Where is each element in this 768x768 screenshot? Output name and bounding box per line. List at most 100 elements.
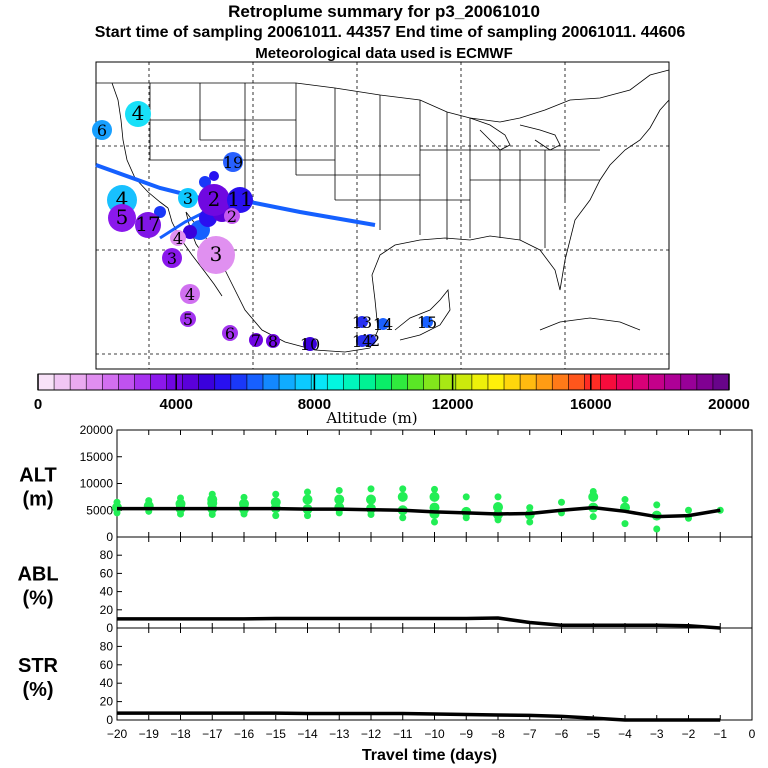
colorbar-cell <box>584 374 601 390</box>
alt-scatter-point <box>397 491 408 502</box>
alt-scatter-point <box>621 520 629 528</box>
x-tick-label: −12 <box>361 727 382 741</box>
colorbar-tick-label: 8000 <box>298 396 331 413</box>
sampling-time-line: Start time of sampling 20061011. 44357 E… <box>94 24 686 41</box>
alt-scatter-point <box>145 497 153 505</box>
plume-marker <box>125 101 151 127</box>
plume-marker <box>180 311 196 327</box>
colorbar-cell <box>407 374 425 390</box>
colorbar-cell <box>86 374 103 390</box>
alt-scatter-point <box>335 486 343 494</box>
alt-scatter-point <box>431 518 438 526</box>
plume-marker <box>178 188 198 208</box>
plume-blob <box>183 225 197 239</box>
alt-scatter-point <box>429 491 440 502</box>
x-tick-label: −4 <box>618 727 632 741</box>
colorbar-cell <box>118 374 135 390</box>
alt-scatter-point <box>239 498 249 509</box>
colorbar-cell <box>664 374 682 390</box>
plume-marker <box>356 335 368 347</box>
plume-marker-label: 6 <box>225 324 235 343</box>
colorbar-tick-label: 0 <box>34 396 42 413</box>
colorbar-tick-label: 20000 <box>708 396 750 413</box>
plume-marker <box>224 208 240 224</box>
plume-track-segment <box>159 210 206 240</box>
plume-marker-label: 4 <box>185 285 195 304</box>
x-tick-label: −14 <box>297 727 318 741</box>
y-tick-label: 40 <box>100 585 114 599</box>
colorbar-cell <box>568 374 585 390</box>
x-tick-label: −9 <box>459 727 473 741</box>
colorbar-cell <box>439 374 457 390</box>
plume-marker <box>227 187 253 213</box>
colorbar-cell <box>359 374 376 390</box>
plume-marker-label: 5 <box>116 205 129 229</box>
x-tick-label: −2 <box>682 727 696 741</box>
plume-marker <box>197 236 235 274</box>
y-tick-label: 0 <box>106 530 113 544</box>
panel-y-label-name: ABL <box>17 564 58 586</box>
plume-marker <box>377 318 389 330</box>
alt-scatter-point <box>208 490 216 498</box>
alt-scatter-point <box>366 494 376 505</box>
x-tick-label: −11 <box>393 727 413 741</box>
colorbar-cell <box>166 374 184 390</box>
panel-y-label-name: STR <box>18 655 59 677</box>
alt-scatter-point <box>589 488 597 496</box>
plume-blob <box>154 206 166 218</box>
colorbar-cell <box>504 374 521 390</box>
plume-marker <box>170 230 186 246</box>
plume-marker-label: 7 <box>251 331 261 350</box>
plume-marker <box>92 120 112 140</box>
plume-marker <box>266 334 280 348</box>
colorbar-label: Altitude (m) <box>325 409 417 427</box>
alt-scatter-point <box>431 485 438 493</box>
alt-scatter-point <box>334 494 345 505</box>
panel-y-label-unit: (m) <box>22 489 53 511</box>
plume-marker-label: 4 <box>132 101 145 125</box>
colorbar-cell <box>246 374 264 390</box>
panel-series-line <box>117 616 721 630</box>
plume-marker <box>108 204 136 232</box>
colorbar-cell <box>214 374 232 390</box>
x-axis-label: Travel time (days) <box>362 747 497 764</box>
y-tick-label: 60 <box>100 566 114 580</box>
plume-marker <box>198 184 230 216</box>
panel-alt: 0 5000 10000 15000 20000 ALT (m) <box>19 423 753 544</box>
plume-marker-label: 6 <box>97 121 107 140</box>
x-tick-label: 0 <box>749 727 756 741</box>
plume-marker-label: 13 <box>352 313 372 332</box>
colorbar-cell <box>102 374 119 390</box>
plume-marker-label: 3 <box>167 249 177 268</box>
plume-marker <box>222 325 238 341</box>
y-tick-label: 5000 <box>86 503 113 517</box>
panel-y-label-unit: (%) <box>22 588 53 610</box>
x-tick-label: −10 <box>424 727 445 741</box>
panel-y-label-unit: (%) <box>22 679 53 701</box>
alt-scatter-point <box>367 485 375 493</box>
colorbar-cell <box>327 374 344 390</box>
x-tick-label: −6 <box>555 727 569 741</box>
colorbar-tick-label: 12000 <box>432 396 474 413</box>
y-tick-label: 0 <box>106 621 113 635</box>
colorbar-cell <box>536 374 553 390</box>
plume-marker <box>356 316 368 328</box>
colorbar-cell <box>391 374 409 390</box>
y-tick-label: 15000 <box>80 450 114 464</box>
plume-marker-label: 11 <box>227 187 252 211</box>
x-tick-label: −16 <box>234 727 255 741</box>
colorbar-cell <box>455 374 473 390</box>
panel-frame <box>116 536 753 629</box>
plume-marker-label: 15 <box>417 313 437 332</box>
plume-marker <box>303 337 317 351</box>
panel-y-label: STR (%) <box>18 655 59 701</box>
colorbar-cell <box>616 374 634 390</box>
colorbar-cell <box>54 374 71 390</box>
x-tick-label: −17 <box>202 727 223 741</box>
alt-scatter-point <box>113 498 121 506</box>
panel-frame <box>116 627 753 721</box>
plume-marker-label: 3 <box>210 242 223 266</box>
